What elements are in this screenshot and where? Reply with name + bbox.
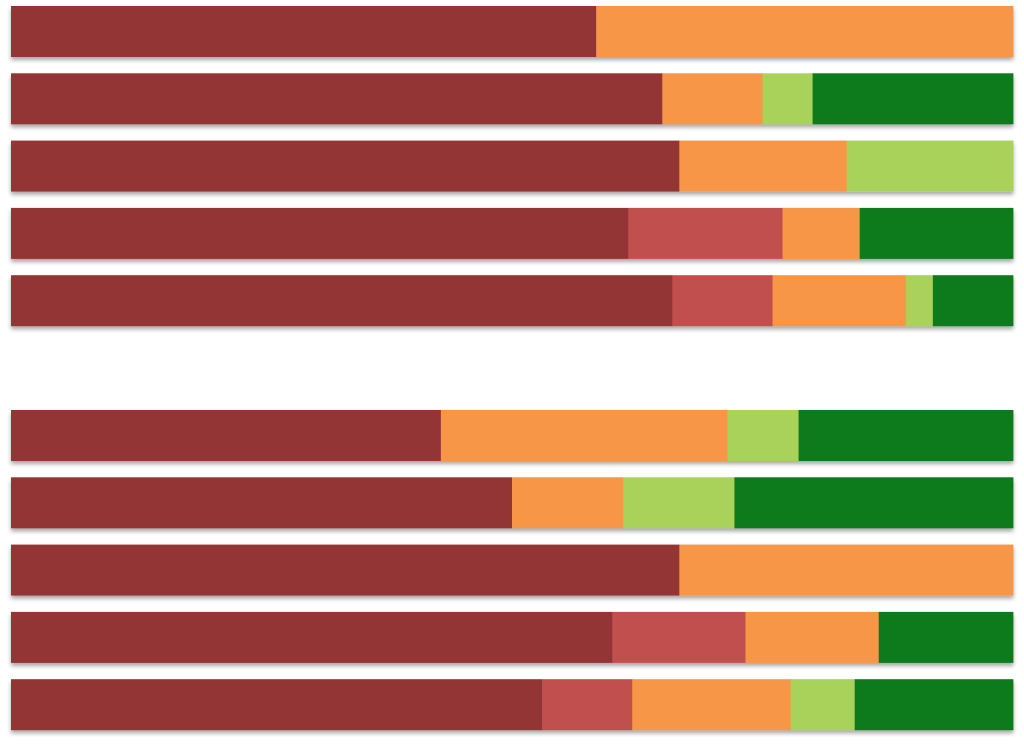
bar-2-1 [11, 410, 1014, 461]
bar-segment [628, 207, 783, 259]
bar-segment [762, 73, 813, 125]
bar-segment [632, 679, 791, 731]
bar-segment [662, 73, 763, 125]
bar-segment [440, 410, 728, 461]
bar-segment [905, 275, 934, 327]
bar-segment [542, 679, 633, 731]
bar-segment [11, 207, 629, 259]
bar-segment [612, 611, 746, 663]
bar-1-1 [11, 6, 1014, 57]
bar-1-4 [11, 207, 1014, 259]
bar-1-3 [11, 140, 1014, 192]
bar-2-4 [11, 611, 1014, 663]
bar-1-5 [11, 275, 1014, 327]
bar-group-1 [11, 6, 1014, 327]
bar-segment [672, 275, 773, 327]
bar-segment [878, 611, 1014, 663]
bar-segment [11, 73, 663, 125]
bars-layer [11, 6, 1014, 731]
bar-segment [782, 207, 861, 259]
bar-segment [11, 275, 673, 327]
bar-1-2 [11, 73, 1014, 125]
bar-2-3 [11, 544, 1014, 596]
bar-segment [679, 544, 1014, 596]
bar-segment [932, 275, 1014, 327]
bar-segment [772, 275, 907, 327]
bar-segment [11, 410, 442, 461]
bar-segment [798, 410, 1014, 461]
bar-segment [679, 140, 848, 192]
bar-segment [512, 477, 624, 529]
bar-segment [11, 140, 680, 192]
bar-segment [727, 410, 799, 461]
bar-segment [812, 73, 1014, 125]
bar-segment [11, 477, 513, 529]
bar-2-2 [11, 477, 1014, 529]
bar-segment [846, 140, 1014, 192]
bar-group-2 [11, 410, 1014, 731]
bar-segment [854, 679, 1014, 731]
bar-segment [11, 544, 680, 596]
bar-segment [596, 6, 1014, 57]
bar-segment [623, 477, 735, 529]
bar-segment [11, 6, 597, 57]
bar-segment [11, 611, 613, 663]
bar-segment [859, 207, 1014, 259]
bar-segment [734, 477, 1014, 529]
bar-segment [11, 679, 543, 731]
bar-segment [790, 679, 856, 731]
bar-2-5 [11, 679, 1014, 731]
bar-segment [745, 611, 880, 663]
